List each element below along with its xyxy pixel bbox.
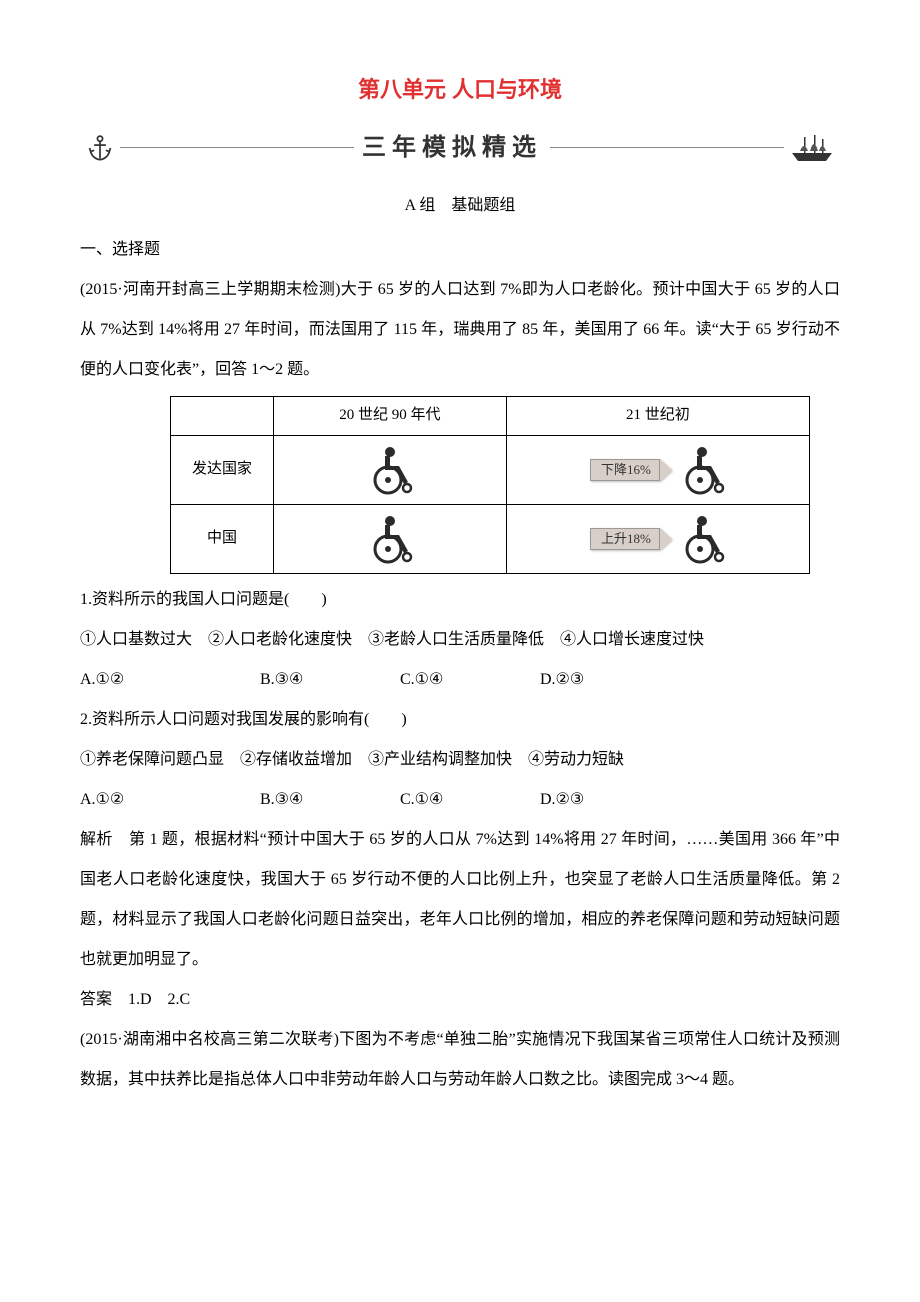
q2-opt-c: C.①④ xyxy=(400,780,540,820)
page-title: 第八单元 人口与环境 xyxy=(80,70,840,110)
explanation: 解析 第 1 题，根据材料“预计中国大于 65 岁的人口从 7%达到 14%将用… xyxy=(80,820,840,980)
table-corner xyxy=(171,396,274,435)
group-label: A 组 基础题组 xyxy=(80,182,840,230)
wheelchair-icon xyxy=(366,444,414,496)
anchor-icon xyxy=(86,134,114,162)
banner-line-left xyxy=(120,147,354,148)
cell-developed-90s xyxy=(274,435,507,504)
q1-stem: 1.资料所示的我国人口问题是( ) xyxy=(80,580,840,620)
q1-opt-d: D.②③ xyxy=(540,660,680,700)
table-col-2: 21 世纪初 xyxy=(506,396,809,435)
q2-stem: 2.资料所示人口问题对我国发展的影响有( ) xyxy=(80,700,840,740)
q2-options: A.①② B.③④ C.①④ D.②③ xyxy=(80,780,840,820)
arrow-head-icon xyxy=(660,459,672,481)
table-row: 中国 上升18% xyxy=(171,504,810,573)
cell-developed-21c: 下降16% xyxy=(506,435,809,504)
arrow-up-label: 上升18% xyxy=(590,528,672,550)
data-table: 20 世纪 90 年代 21 世纪初 发达国家 下降16% 中 xyxy=(170,396,810,574)
section-heading: 一、选择题 xyxy=(80,230,840,270)
arrow-text: 上升18% xyxy=(590,528,660,550)
q1-opt-a: A.①② xyxy=(80,660,260,700)
ship-icon xyxy=(790,133,834,163)
q2-opt-b: B.③④ xyxy=(260,780,400,820)
arrow-down-label: 下降16% xyxy=(590,459,672,481)
cell-china-21c: 上升18% xyxy=(506,504,809,573)
banner-line-right xyxy=(550,147,784,148)
arrow-text: 下降16% xyxy=(590,459,660,481)
banner-text: 三年模拟精选 xyxy=(354,118,550,178)
row-label-china: 中国 xyxy=(171,504,274,573)
arrow-head-icon xyxy=(660,528,672,550)
wheelchair-icon xyxy=(678,513,726,565)
q1-opt-c: C.①④ xyxy=(400,660,540,700)
intro-paragraph: (2015·河南开封高三上学期期末检测)大于 65 岁的人口达到 7%即为人口老… xyxy=(80,270,840,390)
table-row: 发达国家 下降16% xyxy=(171,435,810,504)
q2-opt-d: D.②③ xyxy=(540,780,680,820)
wheelchair-icon xyxy=(678,444,726,496)
q1-subs: ①人口基数过大 ②人口老龄化速度快 ③老龄人口生活质量降低 ④人口增长速度过快 xyxy=(80,620,840,660)
intro-paragraph-2: (2015·湖南湘中名校高三第二次联考)下图为不考虑“单独二胎”实施情况下我国某… xyxy=(80,1020,840,1100)
q1-opt-b: B.③④ xyxy=(260,660,400,700)
q2-opt-a: A.①② xyxy=(80,780,260,820)
q1-options: A.①② B.③④ C.①④ D.②③ xyxy=(80,660,840,700)
table-col-1: 20 世纪 90 年代 xyxy=(274,396,507,435)
q2-subs: ①养老保障问题凸显 ②存储收益增加 ③产业结构调整加快 ④劳动力短缺 xyxy=(80,740,840,780)
banner: 三年模拟精选 xyxy=(80,118,840,178)
row-label-developed: 发达国家 xyxy=(171,435,274,504)
wheelchair-icon xyxy=(366,513,414,565)
cell-china-90s xyxy=(274,504,507,573)
answer-line: 答案 1.D 2.C xyxy=(80,980,840,1020)
